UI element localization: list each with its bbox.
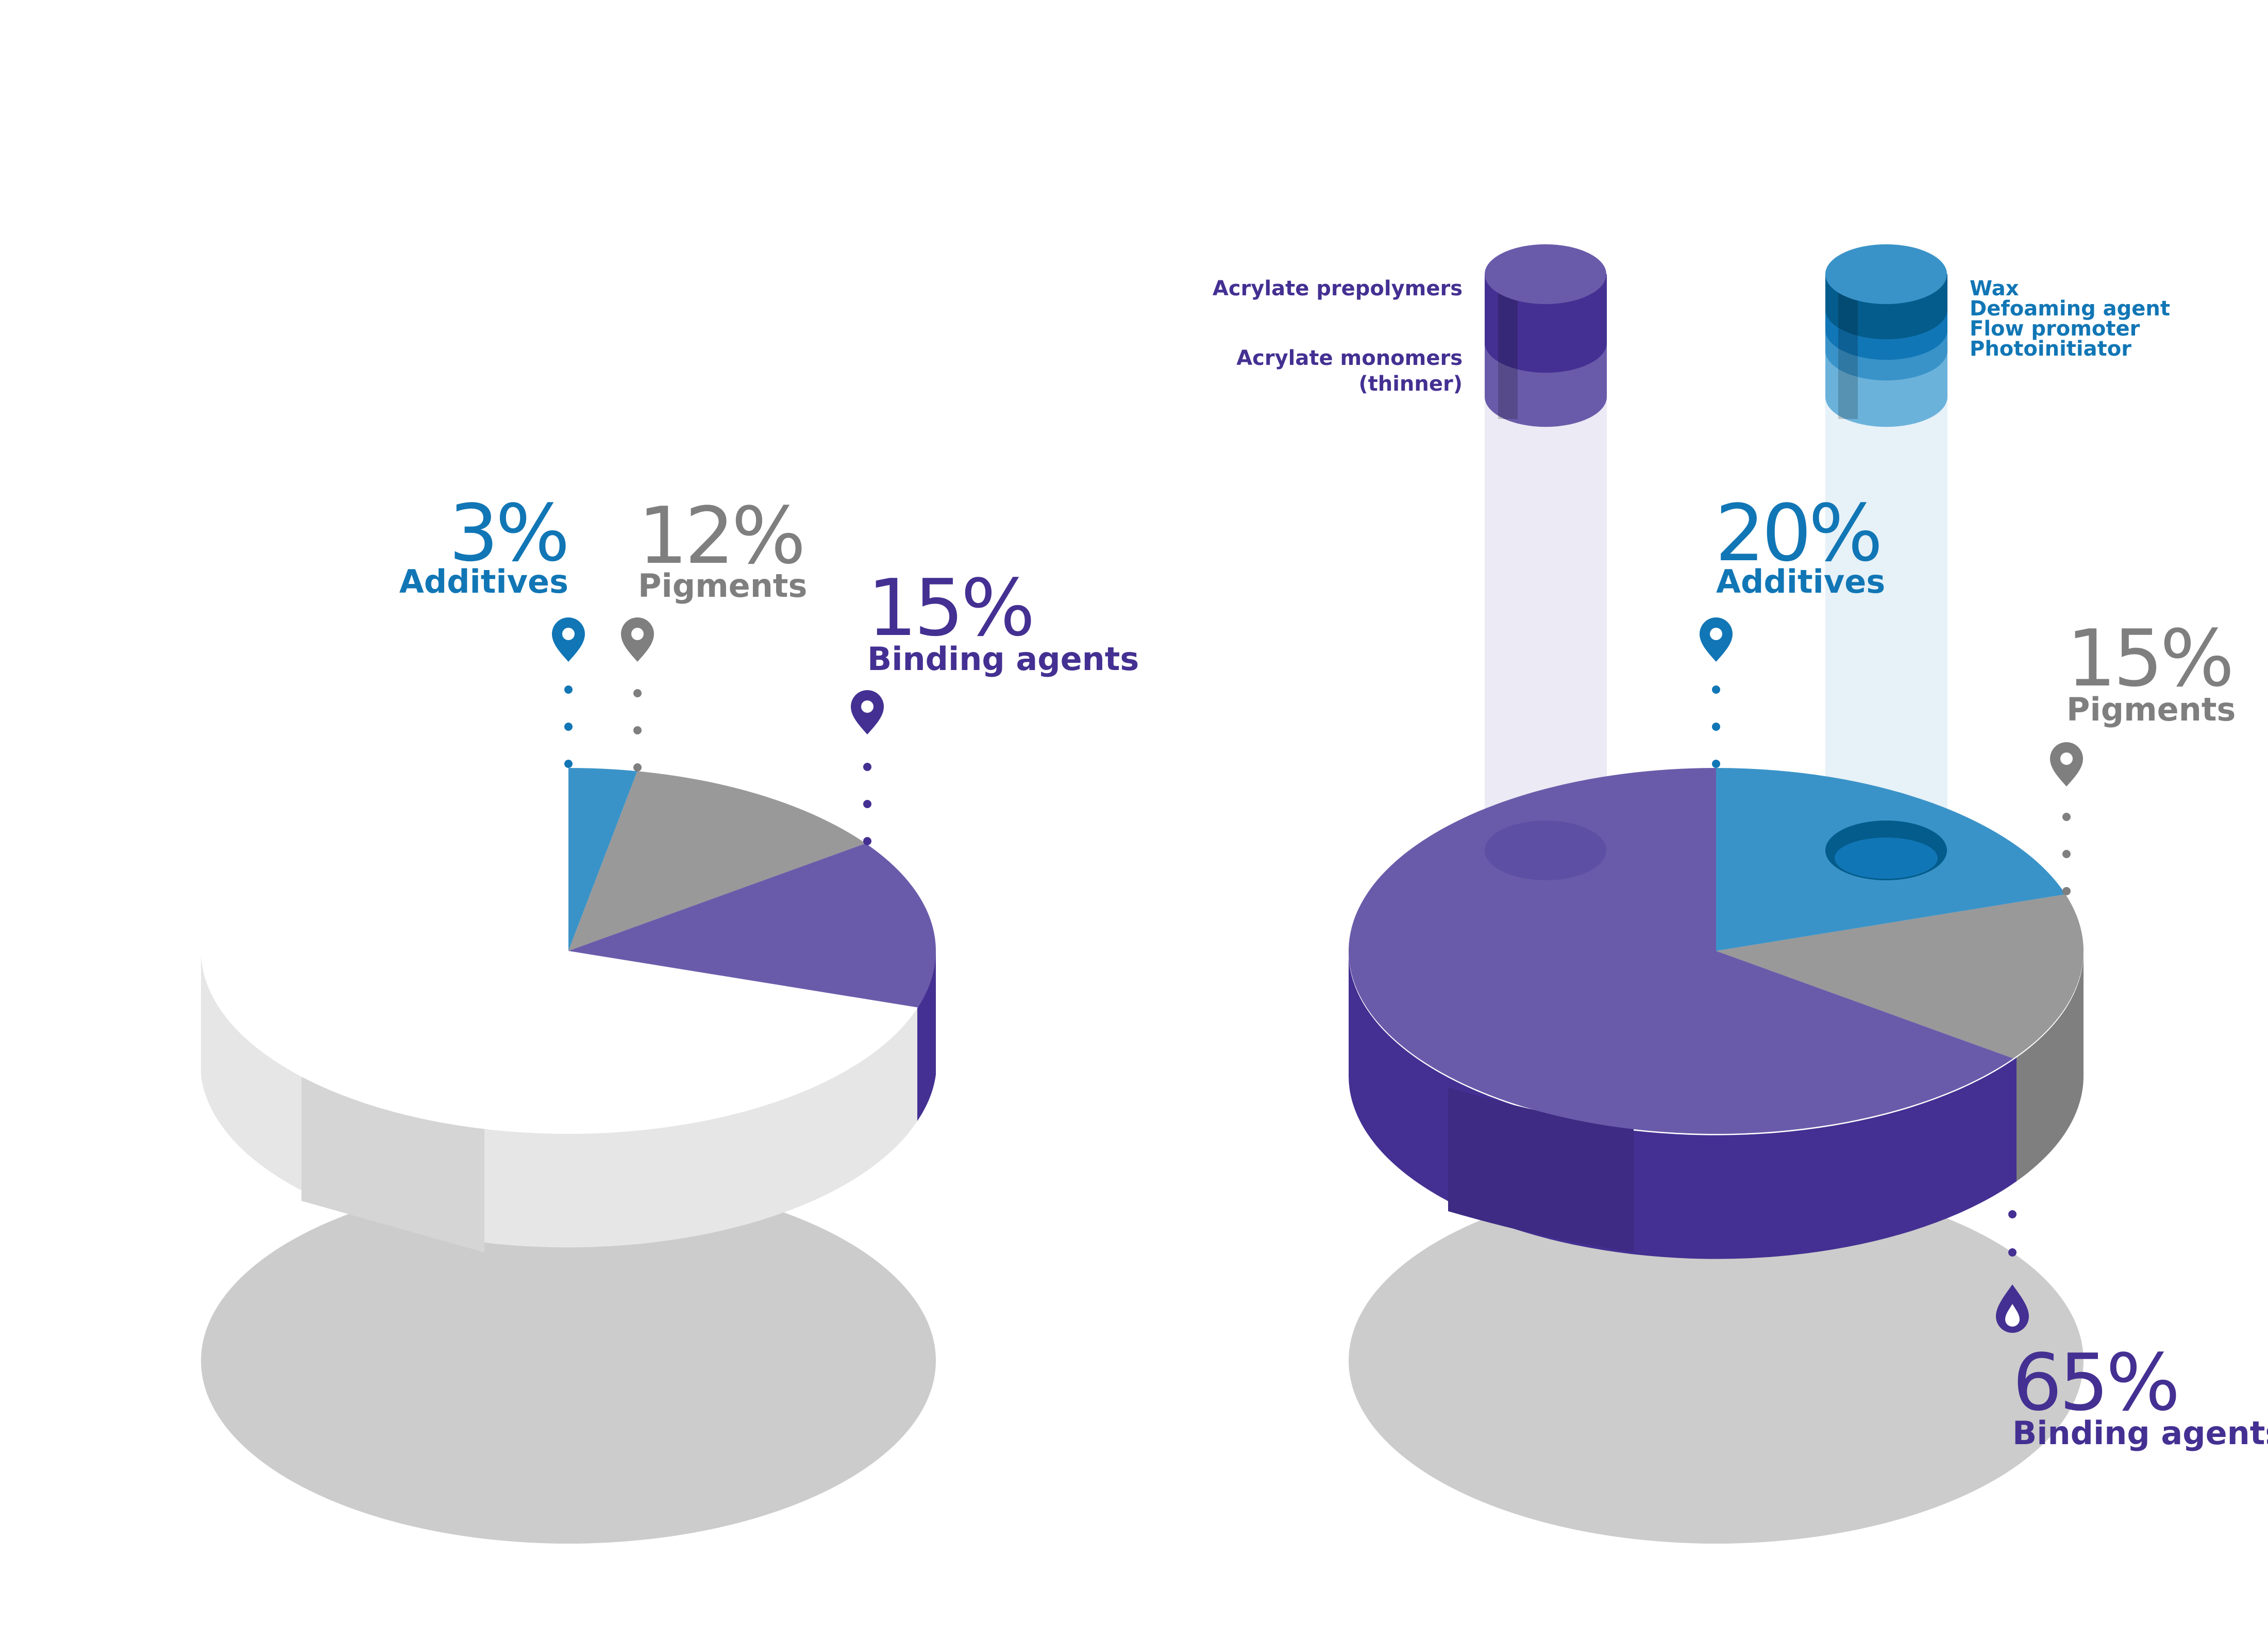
legend-label: Binding agents xyxy=(867,640,1139,678)
pie-slice xyxy=(568,843,936,1008)
dotted-leader xyxy=(1712,685,1720,768)
legend-label: Additives xyxy=(399,563,568,600)
right-pie-side-binding-shade xyxy=(1448,1087,1634,1252)
data-label: 15% xyxy=(2067,613,2231,704)
legend-label: Pigments xyxy=(2067,691,2236,728)
right-pie-chart xyxy=(1348,244,2084,1544)
legend-label: Pigments xyxy=(638,567,807,605)
legend-label: Additives xyxy=(1716,563,1885,600)
pie-slice xyxy=(200,767,918,1134)
left-pie-chart xyxy=(200,767,936,1544)
data-label: 12% xyxy=(638,490,803,581)
data-label: 15% xyxy=(867,562,1032,654)
dotted-leader xyxy=(863,763,871,845)
binding-column-base xyxy=(1485,821,1606,880)
additive-component-label: Defoaming agent xyxy=(1970,297,2170,321)
binding-component-label: (thinner) xyxy=(1358,372,1463,396)
left-pie-labels: 3% Additives 12% Pigments 15% Binding ag… xyxy=(399,488,1139,845)
binding-component-label: Acrylate monomers xyxy=(1236,346,1463,370)
additive-component-label: Wax xyxy=(1970,277,2019,300)
pie-slice xyxy=(568,771,866,951)
right-pie-labels: 20% Additives 15% Pigments 65% Binding a… xyxy=(1213,277,2268,1452)
right-pie-floor-shadow xyxy=(1349,1178,2084,1544)
dotted-leader xyxy=(564,685,573,768)
location-pin-icon xyxy=(1700,617,1733,662)
pie-slice xyxy=(568,768,637,951)
binding-column xyxy=(1485,397,1607,850)
data-label: 20% xyxy=(1715,488,1880,579)
right-pie-side-pigments xyxy=(2017,951,2084,1181)
location-pin-icon xyxy=(2050,742,2083,786)
dotted-leader xyxy=(633,689,642,772)
additive-cylinder xyxy=(1825,244,1947,427)
additive-component-label: Flow promoter xyxy=(1970,317,2140,341)
location-pin-icon xyxy=(621,617,654,662)
additive-column-base-inner xyxy=(1835,838,1938,879)
data-label: 3% xyxy=(449,488,567,579)
binding-component-label: Acrylate prepolymers xyxy=(1213,277,1463,300)
dotted-leader xyxy=(2062,813,2071,895)
data-label: 65% xyxy=(2012,1337,2177,1428)
dotted-leader xyxy=(2008,1172,2017,1257)
binding-cylinder xyxy=(1485,244,1607,427)
additive-column xyxy=(1825,397,1947,850)
left-pie-floor-shadow xyxy=(201,1178,936,1544)
additive-component-label: Photoinitiator xyxy=(1970,337,2131,361)
location-pin-icon xyxy=(851,690,884,734)
location-pin-icon xyxy=(552,617,585,662)
drop-icon xyxy=(1996,1284,2029,1333)
legend-label: Binding agents xyxy=(2012,1414,2268,1452)
pie-slice xyxy=(1716,894,2084,1059)
